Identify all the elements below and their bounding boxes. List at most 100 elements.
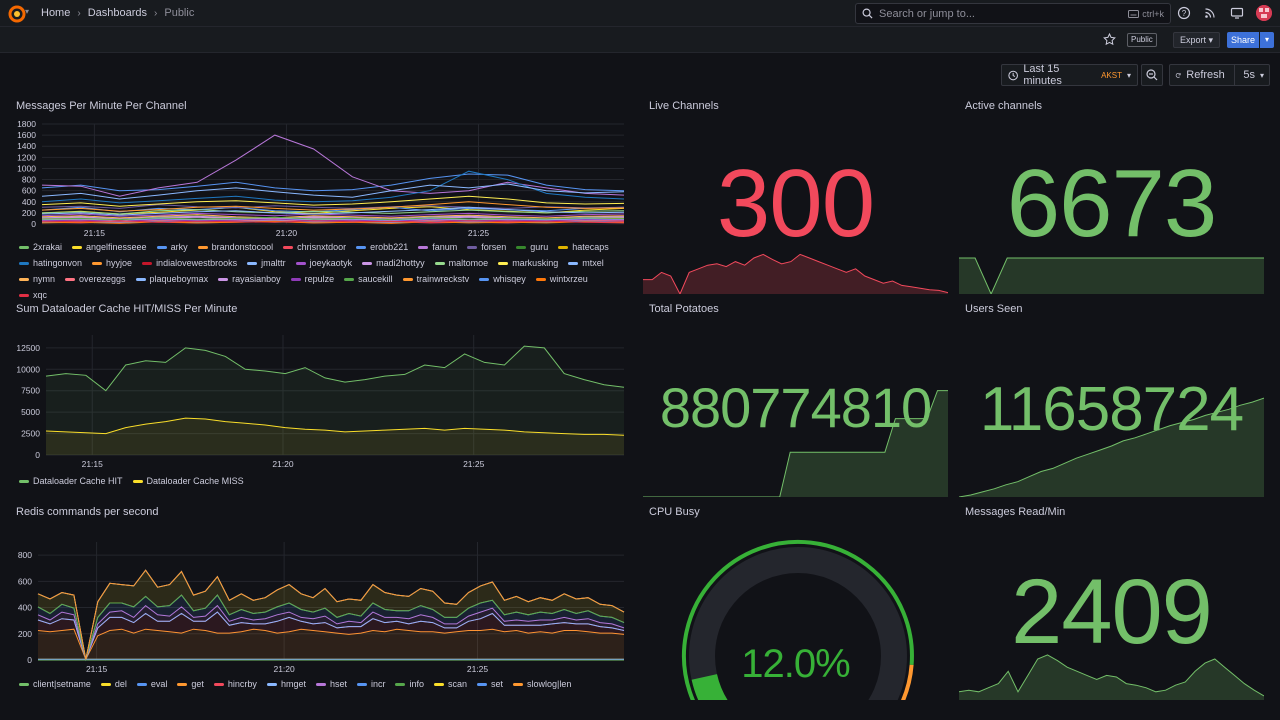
legend-item[interactable]: get (177, 679, 204, 689)
panel-title[interactable]: Active channels (965, 100, 1043, 112)
legend-item[interactable]: hatingonvon (19, 258, 82, 268)
legend-item[interactable]: incr (356, 679, 385, 689)
legend-item[interactable]: set (477, 679, 503, 689)
chevron-down-icon[interactable]: ▾ (25, 7, 30, 16)
legend-item[interactable]: scan (434, 679, 467, 689)
panel-title[interactable]: CPU Busy (649, 506, 700, 518)
breadcrumb-dashboards[interactable]: Dashboards (87, 7, 148, 19)
legend-item[interactable]: forsen (467, 242, 506, 252)
series-line[interactable] (37, 569, 625, 660)
redis-chart[interactable]: 0 200 400 600 800 21:15 21:20 21:25 (16, 538, 628, 676)
series-line[interactable] (41, 214, 625, 219)
panel-title[interactable]: Live Channels (649, 100, 719, 112)
panel-title[interactable]: Messages Read/Min (965, 506, 1066, 518)
legend-item[interactable]: joeykaotyk (295, 258, 352, 268)
series-line[interactable] (37, 604, 625, 662)
panel-title[interactable]: Sum Dataloader Cache HIT/MISS Per Minute (16, 303, 238, 315)
series-line[interactable] (37, 611, 625, 661)
legend-item[interactable]: whisqey (479, 274, 526, 284)
rss-feed-icon[interactable] (1203, 6, 1217, 20)
y-tick-label: 400 (22, 197, 36, 207)
series-line[interactable] (45, 345, 625, 392)
help-icon[interactable]: ? (1177, 6, 1191, 20)
legend-item[interactable]: eval (136, 679, 167, 689)
dataloader-chart[interactable]: 0 2500 5000 7500 10000 12500 21:15 21:20 21:25 (16, 331, 628, 471)
legend-item[interactable]: nymn (19, 274, 55, 284)
legend-item[interactable]: Dataloader Cache HIT (19, 476, 123, 486)
series-line[interactable] (41, 218, 625, 222)
legend-swatch (535, 277, 546, 281)
zoom-out-button[interactable] (1141, 64, 1163, 86)
series-line[interactable] (41, 204, 625, 209)
legend-item[interactable]: slowlog|len (513, 679, 571, 689)
legend-item[interactable]: xqc (19, 290, 47, 300)
series-line[interactable] (41, 195, 625, 207)
legend-item[interactable]: hmget (266, 679, 306, 689)
series-line[interactable] (37, 594, 625, 662)
series-line[interactable] (41, 134, 625, 197)
share-menu-chevron-icon[interactable]: ▾ (1260, 32, 1274, 48)
legend-item[interactable]: client|setname (19, 679, 91, 689)
legend-item[interactable]: fanum (418, 242, 457, 252)
legend-item[interactable]: indialovewestbrooks (142, 258, 237, 268)
cpu-busy-value: 12.0% (741, 642, 850, 686)
series-line[interactable] (41, 173, 625, 192)
panel-title[interactable]: Total Potatoes (649, 303, 719, 315)
refresh-button[interactable]: Refresh 5s ▾ (1169, 64, 1270, 86)
series-line[interactable] (41, 212, 625, 217)
legend-item[interactable]: erobb221 (356, 242, 408, 252)
star-icon[interactable] (1103, 33, 1116, 46)
legend-item[interactable]: brandonstocool (197, 242, 273, 252)
legend-item[interactable]: chrisnxtdoor (283, 242, 346, 252)
series-line[interactable] (41, 220, 625, 224)
legend-item[interactable]: hincrby (213, 679, 257, 689)
series-line[interactable] (45, 417, 625, 436)
legend-item[interactable]: 2xrakai (19, 242, 62, 252)
legend-item[interactable]: wintxrzeu (535, 274, 588, 284)
series-line[interactable] (41, 216, 625, 221)
legend-item[interactable]: saucekill (344, 274, 393, 284)
legend-item[interactable]: rayasianboy (218, 274, 281, 284)
legend-item[interactable]: Dataloader Cache MISS (132, 476, 244, 486)
legend-item[interactable]: maltomoe (434, 258, 488, 268)
legend-item[interactable]: hatecaps (558, 242, 609, 252)
refresh-interval[interactable]: 5s (1243, 69, 1255, 81)
grafana-logo-icon[interactable] (8, 5, 26, 23)
monitor-icon[interactable] (1230, 6, 1244, 20)
legend-item[interactable]: trainwreckstv (402, 274, 469, 284)
legend-item[interactable]: markusking (498, 258, 558, 268)
search-input[interactable]: Search or jump to... ctrl+k (855, 3, 1171, 24)
series-line[interactable] (41, 183, 625, 200)
panel-title[interactable]: Messages Per Minute Per Channel (16, 100, 187, 112)
legend-item[interactable]: info (395, 679, 424, 689)
legend-item[interactable]: del (100, 679, 127, 689)
panel-title[interactable]: Redis commands per second (16, 506, 159, 518)
series-line[interactable] (41, 220, 625, 224)
legend-item[interactable]: repulze (290, 274, 334, 284)
series-line[interactable] (41, 217, 625, 222)
legend-item[interactable]: plaqueboymax (135, 274, 208, 284)
legend-item[interactable]: angelfinesseee (72, 242, 147, 252)
series-line[interactable] (41, 170, 625, 204)
legend-item[interactable]: madi2hottyy (362, 258, 425, 268)
export-button[interactable]: Export ▾ (1173, 32, 1220, 48)
legend-item[interactable]: guru (516, 242, 548, 252)
series-line[interactable] (41, 209, 625, 215)
series-line[interactable] (37, 628, 625, 661)
legend-item[interactable]: jmalttr (247, 258, 286, 268)
series-line[interactable] (41, 220, 625, 223)
panel-title[interactable]: Users Seen (965, 303, 1023, 315)
share-button[interactable]: Share (1227, 32, 1259, 48)
series-line[interactable] (41, 206, 625, 216)
legend-item[interactable]: overezeggs (65, 274, 126, 284)
time-range-picker[interactable]: Last 15 minutes AKST ▾ (1001, 63, 1138, 87)
user-avatar[interactable] (1256, 5, 1272, 21)
legend-label: hmget (280, 679, 306, 689)
legend-item[interactable]: mtxel (568, 258, 604, 268)
series-line[interactable] (41, 201, 625, 212)
breadcrumb-home[interactable]: Home (41, 7, 71, 19)
legend-item[interactable]: hset (315, 679, 347, 689)
legend-item[interactable]: arky (156, 242, 188, 252)
legend-item[interactable]: hyyjoe (92, 258, 132, 268)
